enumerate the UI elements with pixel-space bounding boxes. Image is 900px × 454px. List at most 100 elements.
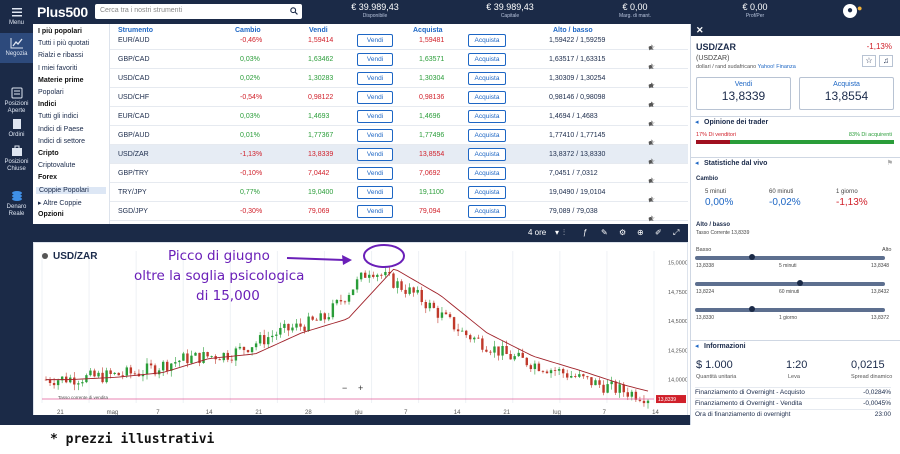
info-icon[interactable]: ● <box>648 195 656 204</box>
alert-bell-icon[interactable]: ♫ <box>648 176 657 185</box>
notification-icon[interactable]: ● <box>857 3 863 13</box>
favorite-star-icon[interactable]: ☆ <box>648 214 659 223</box>
table-row[interactable]: GBP/TRY -0,10% 7,0442 Vendi 7,0692 Acquista 7,… <box>110 164 688 185</box>
sell-button[interactable]: Vendi <box>357 186 393 199</box>
category-item[interactable]: Coppie Popolari <box>36 186 106 194</box>
sell-button[interactable]: Vendi <box>357 53 393 66</box>
sell-button[interactable]: Vendi <box>357 205 393 218</box>
expand-icon[interactable]: ⤢ <box>673 228 680 237</box>
timeframe-select[interactable]: 4 ore <box>528 228 547 237</box>
section-info[interactable]: ◂ Informazioni <box>691 340 900 352</box>
category-item[interactable]: Indici di Paese <box>38 125 84 133</box>
sell-button[interactable]: Vendi <box>357 72 393 85</box>
close-icon[interactable]: ✕ <box>696 25 704 35</box>
category-item[interactable]: Rialzi e ribassi <box>38 52 84 60</box>
table-row[interactable]: USD/CHF -0,54% 0,98122 Vendi 0,98136 Acquista… <box>110 88 688 109</box>
table-row[interactable]: USD/ZAR -1,13% 13,8339 Vendi 13,8554 Acquista… <box>110 145 688 166</box>
info-icon[interactable] <box>42 253 48 259</box>
chevron-down-icon[interactable]: ▾ <box>555 228 560 237</box>
settings-icon[interactable]: ⚙ <box>619 228 627 237</box>
table-row[interactable]: GBP/AUD 0,01% 1,77367 Vendi 1,77496 Acquista 1… <box>110 126 688 147</box>
table-row[interactable]: EUR/AUD -0,46% 1,59414 Vendi 1,59481 Acquista… <box>110 31 688 52</box>
table-row[interactable]: USD/CAD 0,02% 1,30283 Vendi 1,30304 Acquista 1… <box>110 69 688 90</box>
sell-button[interactable]: Vendi <box>357 91 393 104</box>
info-icon[interactable]: ● <box>648 43 656 52</box>
price-chart[interactable]: 21 mag 7 14 21 28 giu 7 14 21 lug 7 14 15,0000 14,7500… <box>33 242 688 418</box>
alert-bell-icon[interactable]: ♫ <box>648 62 657 71</box>
col-acquista[interactable]: Acquista <box>413 27 443 34</box>
info-icon[interactable]: ● <box>648 176 656 185</box>
info-icon[interactable]: ● <box>648 157 656 166</box>
favorite-star-icon[interactable]: ☆ <box>648 195 659 204</box>
buy-button[interactable]: Acquista <box>468 91 506 104</box>
draw-icon[interactable]: ✎ <box>601 228 608 237</box>
edit-icon[interactable]: ✐ <box>655 228 662 237</box>
favorite-star-icon[interactable]: ★ <box>648 81 659 90</box>
col-cambio[interactable]: Cambio <box>235 27 261 34</box>
section-stats[interactable]: ◂ Statistiche dal vivo ⚑ <box>691 157 900 169</box>
table-row[interactable]: SGD/JPY -0,30% 79,069 Vendi 79,094 Acquista 79… <box>110 202 688 223</box>
section-opinion[interactable]: ◂ Opinione dei trader <box>691 116 900 128</box>
table-row[interactable]: TRY/JPY 0,77% 19,0400 Vendi 19,1100 Acquista 1… <box>110 183 688 204</box>
category-item[interactable]: Indici di settore <box>38 137 86 145</box>
buy-button[interactable]: Acquista <box>468 205 506 218</box>
category-item[interactable]: ▸ Altre Coppie <box>38 199 82 207</box>
alert-bell-icon[interactable]: ♫ <box>648 138 657 147</box>
buy-button[interactable]: Acquista <box>468 186 506 199</box>
nav-menu[interactable]: Menu <box>0 2 33 32</box>
panel-buy-button[interactable]: Acquista 13,8554 <box>799 77 894 110</box>
zoom-out-button[interactable]: − <box>342 383 347 393</box>
candle-type-icon[interactable]: ⫶ <box>563 228 565 237</box>
category-item[interactable]: I miei favoriti <box>38 64 78 72</box>
nav-denaro-reale[interactable]: Denaro Reale <box>0 190 33 220</box>
favorite-star-icon[interactable]: ★ <box>648 100 659 109</box>
favorite-star-icon[interactable]: ☆ <box>648 62 659 71</box>
col-vendi[interactable]: Vendi <box>309 27 328 34</box>
globe-icon[interactable]: ● <box>843 4 857 18</box>
alert-bell-icon[interactable]: ♫ <box>648 119 657 128</box>
sell-button[interactable]: Vendi <box>357 167 393 180</box>
category-item[interactable]: Popolari <box>38 89 64 96</box>
favorite-star-icon[interactable]: ☆ <box>648 138 659 147</box>
info-icon[interactable]: ● <box>648 119 656 128</box>
alert-bell-icon[interactable]: ♫ <box>648 81 657 90</box>
sell-button[interactable]: Vendi <box>357 110 393 123</box>
sell-button[interactable]: Vendi <box>357 129 393 142</box>
info-icon[interactable]: ● <box>648 100 656 109</box>
buy-button[interactable]: Acquista <box>468 129 506 142</box>
col-alto-basso[interactable]: Alto / basso <box>553 27 593 34</box>
search-input[interactable]: Cerca tra i nostri strumenti <box>95 4 302 19</box>
favorite-star-icon[interactable]: ☆ <box>648 157 659 166</box>
table-row[interactable]: EUR/CAD 0,03% 1,4693 Vendi 1,4696 Acquista 1,4… <box>110 107 688 128</box>
nav-posizioni-chiuse[interactable]: Posizioni Chiuse <box>0 145 33 175</box>
pin-icon[interactable]: ⚑ <box>886 160 893 167</box>
favorite-star-icon[interactable]: ☆ <box>648 119 659 128</box>
buy-button[interactable]: Acquista <box>468 72 506 85</box>
nav-negozia[interactable]: Negozia <box>0 33 33 63</box>
nav-ordini[interactable]: Ordini <box>0 118 33 138</box>
indicators-icon[interactable]: ƒ <box>583 228 588 237</box>
info-icon[interactable]: ● <box>648 138 656 147</box>
alert-bell-icon[interactable]: ♫ <box>648 100 657 109</box>
buy-button[interactable]: Acquista <box>468 34 506 47</box>
sell-button[interactable]: Vendi <box>357 148 393 161</box>
category-item[interactable]: Criptovalute <box>38 162 76 170</box>
yahoo-link[interactable]: Yahoo! Finanza <box>757 64 796 70</box>
info-icon[interactable]: ● <box>648 62 656 71</box>
alert-bell-icon[interactable]: ♫ <box>879 55 893 67</box>
favorite-star-icon[interactable]: ☆ <box>648 43 659 52</box>
category-item[interactable]: Tutti i più quotati <box>38 40 90 48</box>
col-strumento[interactable]: Strumento <box>118 27 153 34</box>
zoom-in-button[interactable]: + <box>358 383 363 393</box>
panel-sell-button[interactable]: Vendi 13,8339 <box>696 77 791 110</box>
buy-button[interactable]: Acquista <box>468 167 506 180</box>
search-icon[interactable] <box>290 7 298 15</box>
alert-bell-icon[interactable]: ♫ <box>648 43 657 52</box>
info-icon[interactable]: ● <box>648 214 656 223</box>
sell-button[interactable]: Vendi <box>357 34 393 47</box>
favorite-star-icon[interactable]: ☆ <box>862 55 876 67</box>
chart-canvas[interactable]: 21 mag 7 14 21 28 giu 7 14 21 lug 7 14 15,0000 14,7500… <box>34 243 687 417</box>
crosshair-icon[interactable]: ⊕ <box>637 228 644 237</box>
favorite-star-icon[interactable]: ☆ <box>648 176 659 185</box>
alert-bell-icon[interactable]: ♫ <box>648 157 657 166</box>
